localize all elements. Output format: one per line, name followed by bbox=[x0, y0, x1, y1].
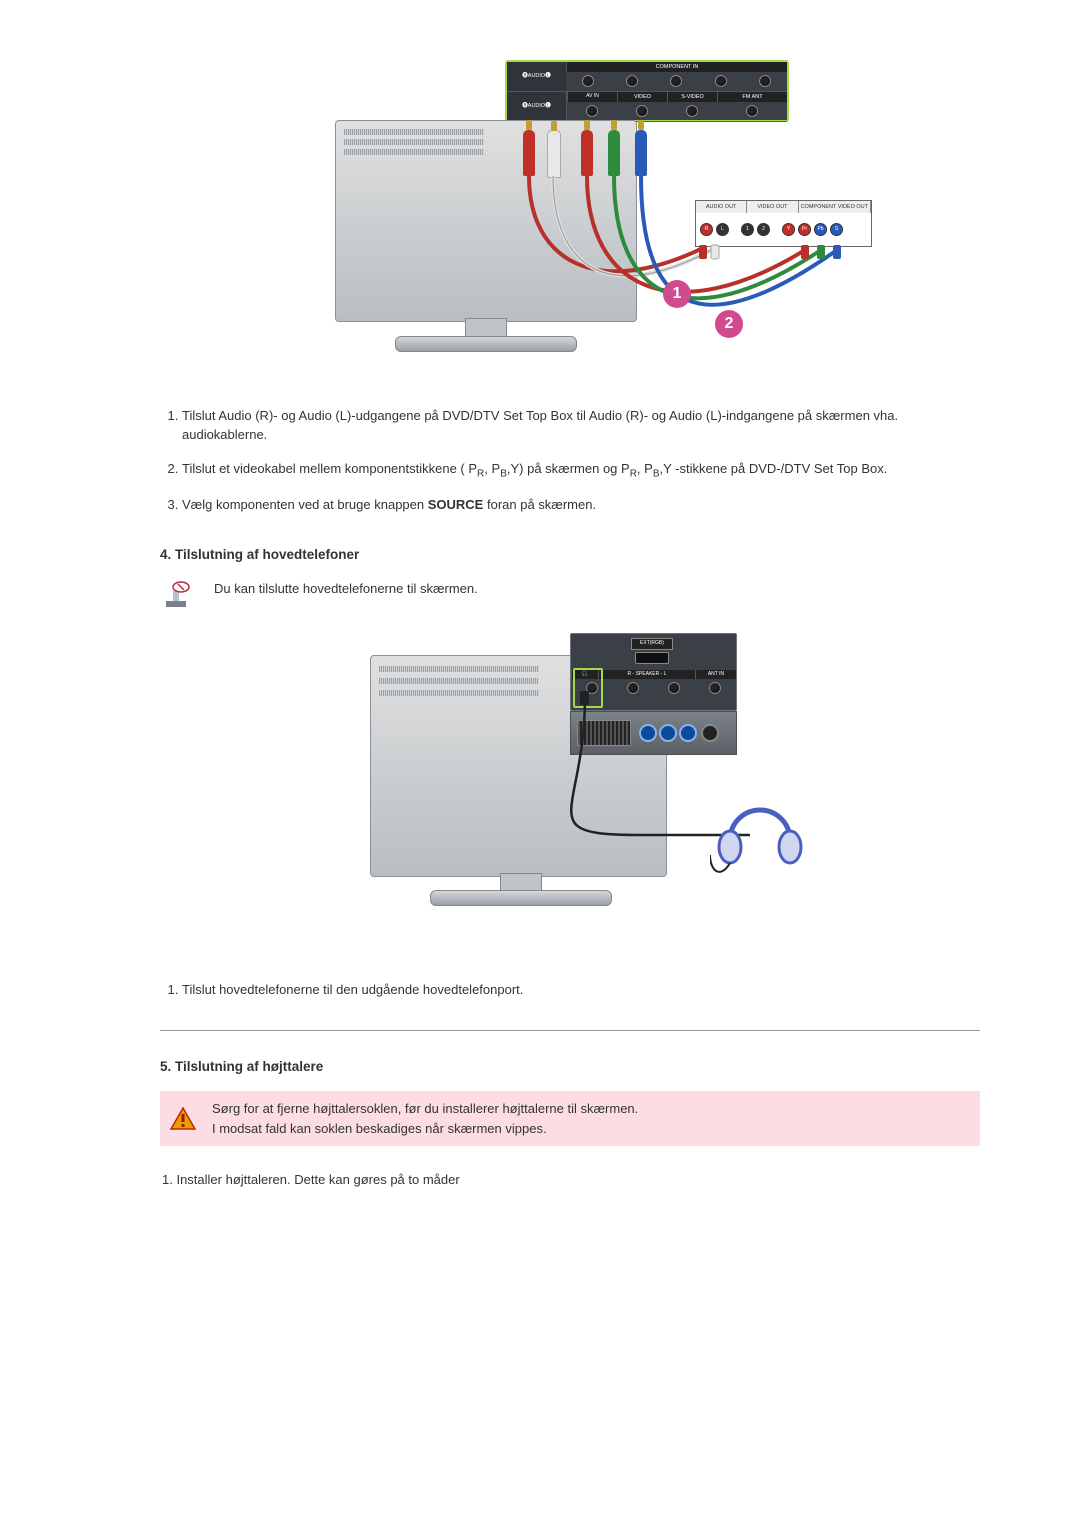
set-top-box: AUDIO OUT VIDEO OUT COMPONENT VIDEO OUT … bbox=[695, 200, 872, 247]
audio-label: 🅡 AUDIO 🅛 bbox=[507, 92, 566, 121]
ext-rgb-port bbox=[635, 652, 669, 664]
av-in-label: AV IN bbox=[567, 92, 617, 102]
speaker-label: R - SPEAKER - L bbox=[598, 670, 695, 680]
headphone-port-highlight bbox=[573, 668, 603, 708]
speaker-port bbox=[668, 682, 680, 694]
ext-rgb-label: EXT(RGB) bbox=[631, 638, 673, 650]
component-diagram: 🅡 AUDIO 🅛 COMPONENT IN bbox=[295, 60, 845, 370]
headphone-diagram: EXT(RGB) 🎧 R - SPEAKER - L ANT IN bbox=[330, 625, 810, 945]
port-hole bbox=[670, 75, 682, 87]
rca-port bbox=[659, 724, 677, 742]
step-item: Vælg komponenten ved at bruge knappen SO… bbox=[182, 495, 980, 515]
video-label: VIDEO bbox=[617, 92, 667, 102]
speaker-port bbox=[627, 682, 639, 694]
step-item: Tilslut hovedtelefonerne til den udgåend… bbox=[182, 980, 980, 1000]
jack-video2: 2 bbox=[757, 223, 770, 236]
rca-plug-blue bbox=[635, 130, 647, 176]
rca-port bbox=[639, 724, 657, 742]
step-speaker-install: 1. Installer højttaleren. Dette kan gøre… bbox=[162, 1170, 980, 1190]
monitor-port-panel: EXT(RGB) 🎧 R - SPEAKER - L ANT IN bbox=[570, 633, 737, 711]
step-item: Tilslut Audio (R)- og Audio (L)-udgangen… bbox=[182, 406, 980, 445]
port-hole bbox=[586, 105, 598, 117]
section-4-intro-text: Du kan tilslutte hovedtelefonerne til sk… bbox=[214, 579, 478, 599]
badge-2: 2 bbox=[715, 310, 743, 338]
ant-in-label: ANT IN bbox=[695, 670, 736, 680]
section-4-title: 4. Tilslutning af hovedtelefoner bbox=[160, 545, 980, 565]
port-hole bbox=[636, 105, 648, 117]
jack-Pb: Pb bbox=[814, 223, 827, 236]
ant-port bbox=[709, 682, 721, 694]
step-item: Tilslut et videokabel mellem komponentst… bbox=[182, 459, 980, 482]
rca-plug-white bbox=[547, 130, 561, 178]
headphone-icon bbox=[710, 785, 810, 885]
component-in-label: COMPONENT IN bbox=[566, 62, 787, 72]
stb-video-out-label: VIDEO OUT bbox=[747, 201, 798, 213]
port-hole bbox=[746, 105, 758, 117]
scart-port bbox=[577, 720, 631, 746]
section-4-intro: Du kan tilslutte hovedtelefonerne til sk… bbox=[160, 579, 980, 611]
figure-component-connection: 🅡 AUDIO 🅛 COMPONENT IN bbox=[160, 60, 980, 376]
scart-adapter-strip bbox=[570, 711, 737, 755]
stb-component-out-label: COMPONENT VIDEO OUT bbox=[799, 201, 871, 213]
warning-icon bbox=[170, 1107, 196, 1131]
figure-headphone-connection: EXT(RGB) 🎧 R - SPEAKER - L ANT IN bbox=[160, 625, 980, 951]
jack-Y: Y bbox=[782, 223, 795, 236]
monitor-stand-base bbox=[430, 890, 612, 906]
jack-L: L bbox=[716, 223, 729, 236]
badge-1: 1 bbox=[663, 280, 691, 308]
jack-R: R bbox=[700, 223, 713, 236]
section-divider bbox=[160, 1030, 980, 1031]
svideo-label: S-VIDEO bbox=[667, 92, 717, 102]
rca-port bbox=[701, 724, 719, 742]
fm-ant-label: FM ANT bbox=[717, 92, 787, 102]
jack-Pr: Pr bbox=[798, 223, 811, 236]
section-5-title: 5. Tilslutning af højttalere bbox=[160, 1057, 980, 1077]
animation-icon bbox=[160, 579, 192, 611]
warning-text: Sørg for at fjerne højttalersoklen, før … bbox=[212, 1099, 638, 1138]
warning-box: Sørg for at fjerne højttalersoklen, før … bbox=[160, 1091, 980, 1146]
port-hole bbox=[582, 75, 594, 87]
steps-list-component: Tilslut Audio (R)- og Audio (L)-udgangen… bbox=[160, 406, 980, 515]
document-page: 🅡 AUDIO 🅛 COMPONENT IN bbox=[50, 0, 1030, 1250]
monitor-port-panel: 🅡 AUDIO 🅛 COMPONENT IN bbox=[505, 60, 789, 122]
rca-port bbox=[679, 724, 697, 742]
jack-S: S bbox=[830, 223, 843, 236]
stb-audio-out-label: AUDIO OUT bbox=[696, 201, 747, 213]
port-hole bbox=[686, 105, 698, 117]
jack-video1: 1 bbox=[741, 223, 754, 236]
steps-list-headphone: Tilslut hovedtelefonerne til den udgåend… bbox=[160, 980, 980, 1000]
port-hole bbox=[759, 75, 771, 87]
port-hole bbox=[715, 75, 727, 87]
rca-plug-green bbox=[608, 130, 620, 176]
port-hole bbox=[626, 75, 638, 87]
rca-plug-red bbox=[581, 130, 593, 176]
audio-label: 🅡 AUDIO 🅛 bbox=[507, 62, 566, 91]
rca-plug-red bbox=[523, 130, 535, 176]
monitor-stand-base bbox=[395, 336, 577, 352]
